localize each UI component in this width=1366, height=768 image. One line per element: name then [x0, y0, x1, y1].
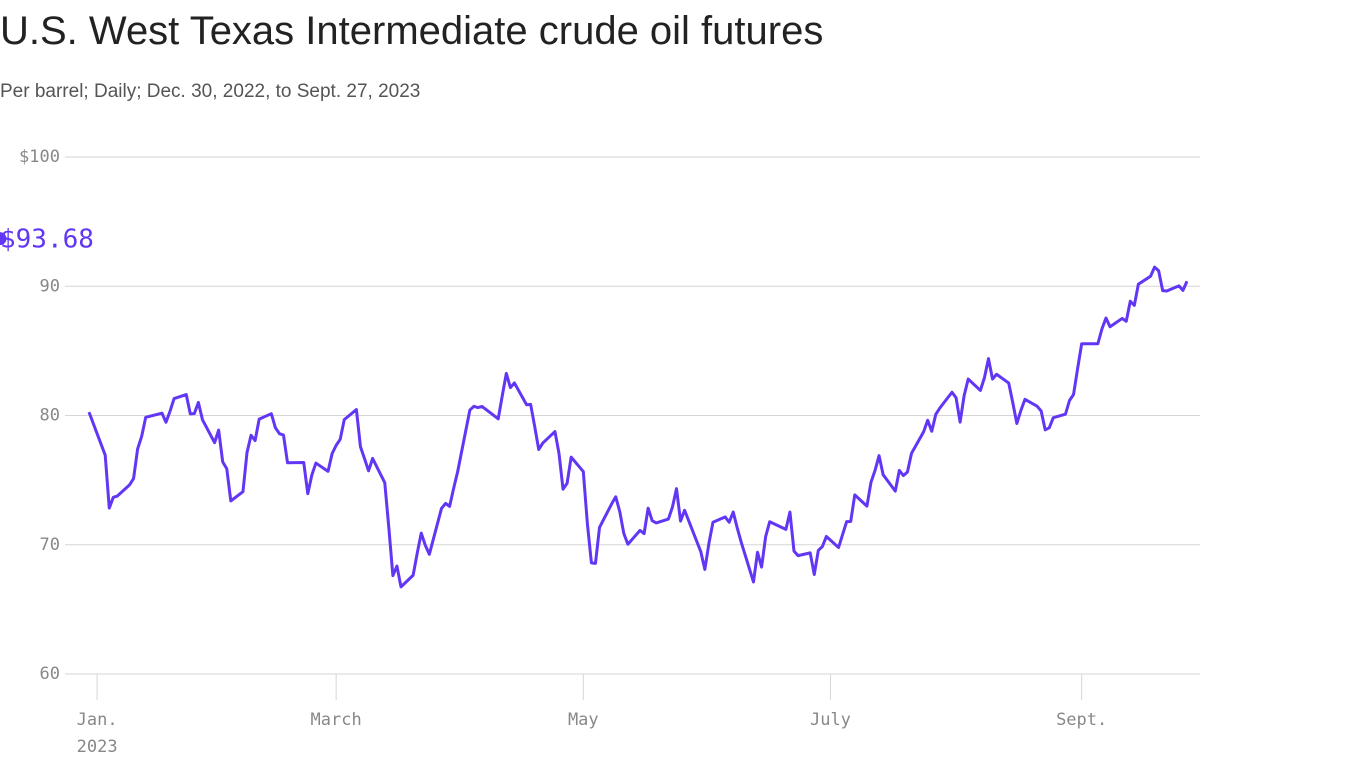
y-tick-label: 70 — [40, 535, 60, 555]
x-tick-label: Sept. — [1056, 710, 1107, 730]
x-year-label: 2023 — [77, 737, 118, 757]
y-tick-label: 60 — [40, 664, 60, 684]
x-tick-label: Jan. — [77, 710, 118, 730]
end-label: $93.68 — [0, 225, 94, 255]
y-tick-label: 80 — [40, 406, 60, 426]
chart-title: U.S. West Texas Intermediate crude oil f… — [0, 9, 823, 53]
x-tick-label: March — [311, 710, 362, 730]
x-tick-label: July — [810, 710, 851, 730]
y-tick-label: 90 — [40, 276, 60, 296]
y-tick-label: $100 — [19, 147, 60, 167]
price-line — [87, 265, 1189, 589]
chart-subtitle: Per barrel; Daily; Dec. 30, 2022, to Sep… — [0, 81, 420, 102]
end-point — [0, 232, 7, 246]
x-tick-label: May — [568, 710, 599, 730]
